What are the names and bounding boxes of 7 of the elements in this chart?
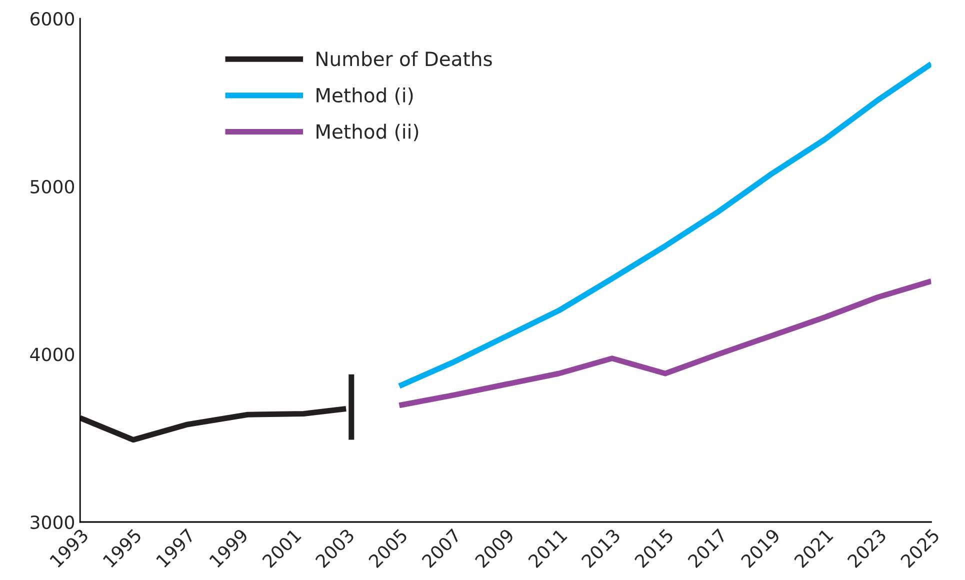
y-tick-label: 3000 [30, 515, 74, 530]
y-tick-label: 6000 [30, 12, 74, 26]
legend-label: Method (i) [316, 87, 413, 105]
legend-label: Method (ii) [316, 124, 418, 142]
y-tick-label: 5000 [30, 180, 74, 194]
y-tick-label: 4000 [30, 348, 74, 362]
legend-label: Number of Deaths [316, 51, 492, 66]
